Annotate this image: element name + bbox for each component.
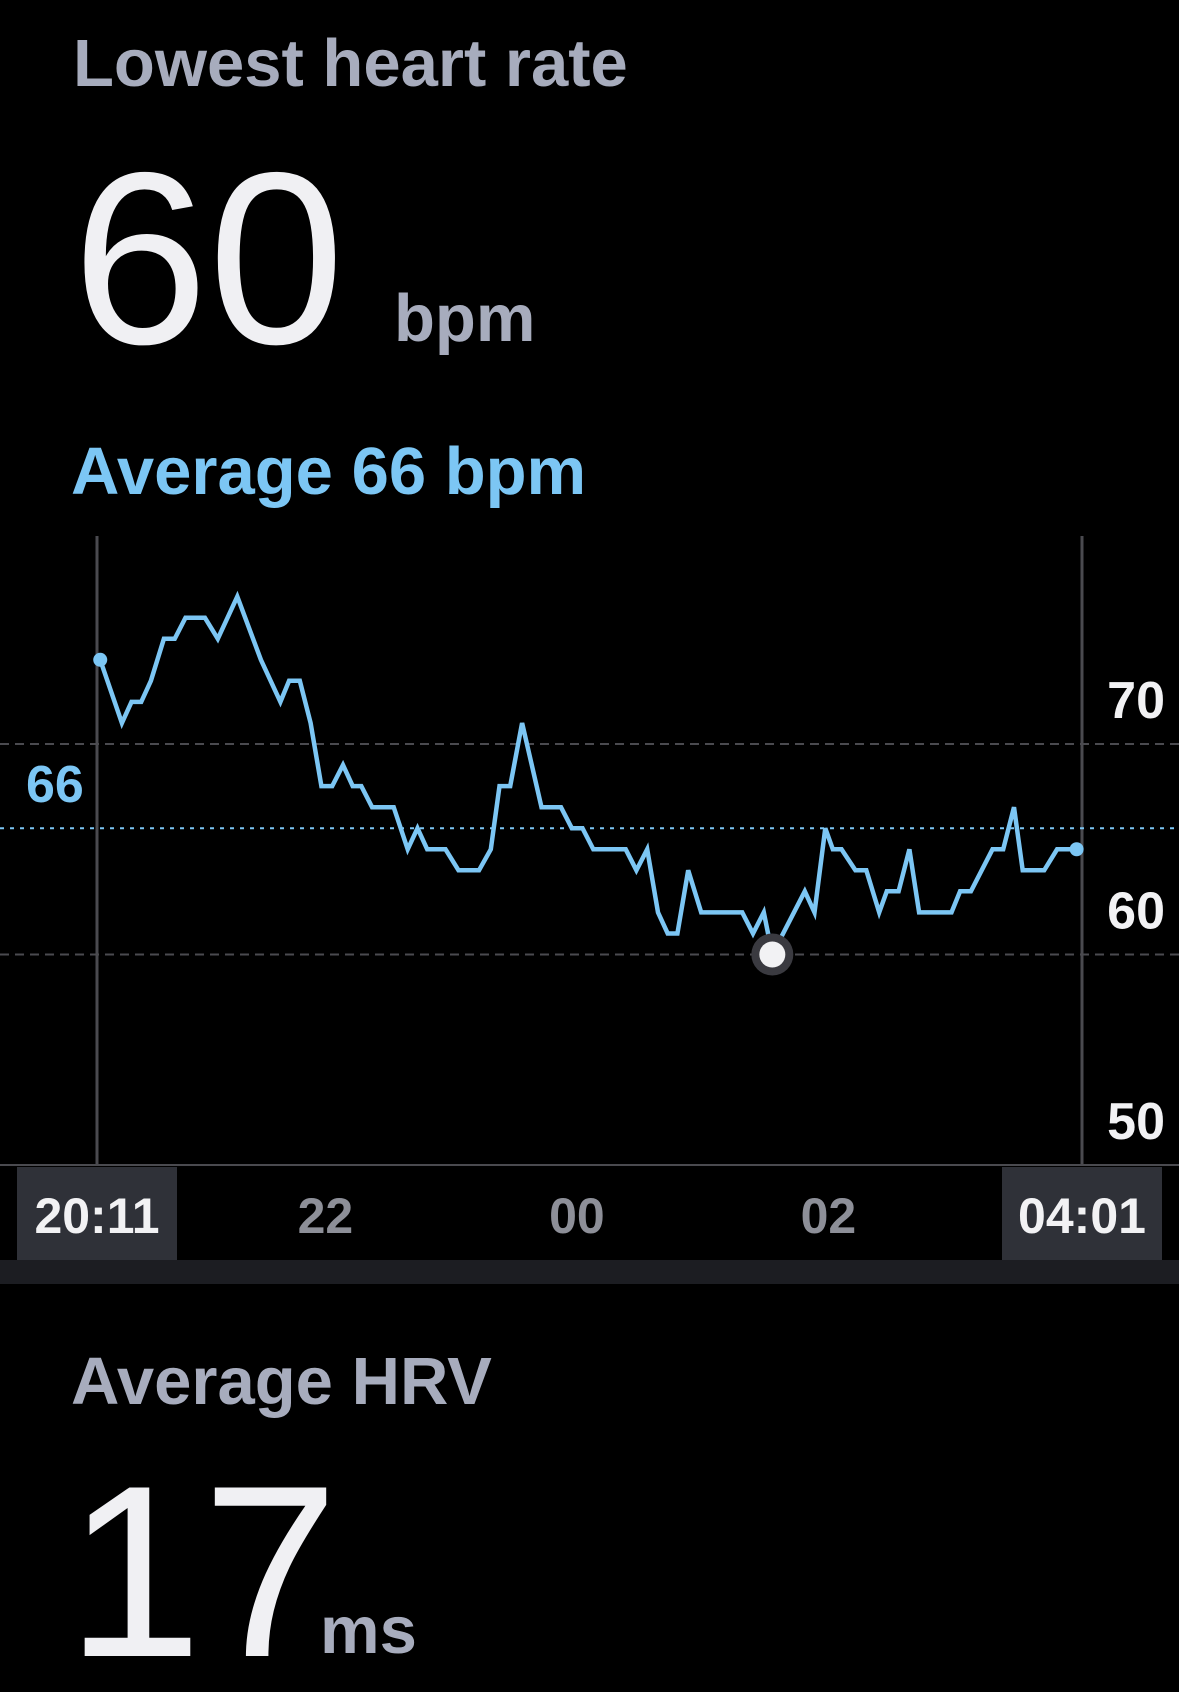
metric-value: 17 xyxy=(66,1434,339,1692)
y-tick-label: 70 xyxy=(1107,672,1165,730)
average-title: Average 66 bpm xyxy=(71,434,586,509)
x-tick-label: 04:01 xyxy=(1018,1188,1146,1244)
end-dot xyxy=(1069,842,1084,857)
section-title: Average HRV xyxy=(71,1344,492,1419)
x-tick-label: 02 xyxy=(801,1188,857,1244)
end-dot xyxy=(93,652,108,667)
divider xyxy=(0,1260,1179,1284)
x-tick-label: 22 xyxy=(298,1188,354,1244)
lowest-marker xyxy=(759,941,786,968)
metric-unit: ms xyxy=(320,1593,417,1668)
range-label-box xyxy=(1002,1167,1162,1260)
metric-unit: bpm xyxy=(394,281,535,356)
y-tick-label: 50 xyxy=(1107,1093,1165,1151)
chart: 50 60 70 66 20:11 22 00 02 04:01 xyxy=(0,536,1179,1260)
x-tick-label: 20:11 xyxy=(34,1188,159,1244)
average-label: 66 xyxy=(26,756,84,814)
metric-value: 60 xyxy=(72,121,345,395)
line-series xyxy=(98,590,1077,962)
section-title: Lowest heart rate xyxy=(73,26,628,101)
x-tick-label: 00 xyxy=(549,1188,605,1244)
range-label-box xyxy=(17,1167,177,1260)
y-tick-label: 60 xyxy=(1107,883,1165,941)
